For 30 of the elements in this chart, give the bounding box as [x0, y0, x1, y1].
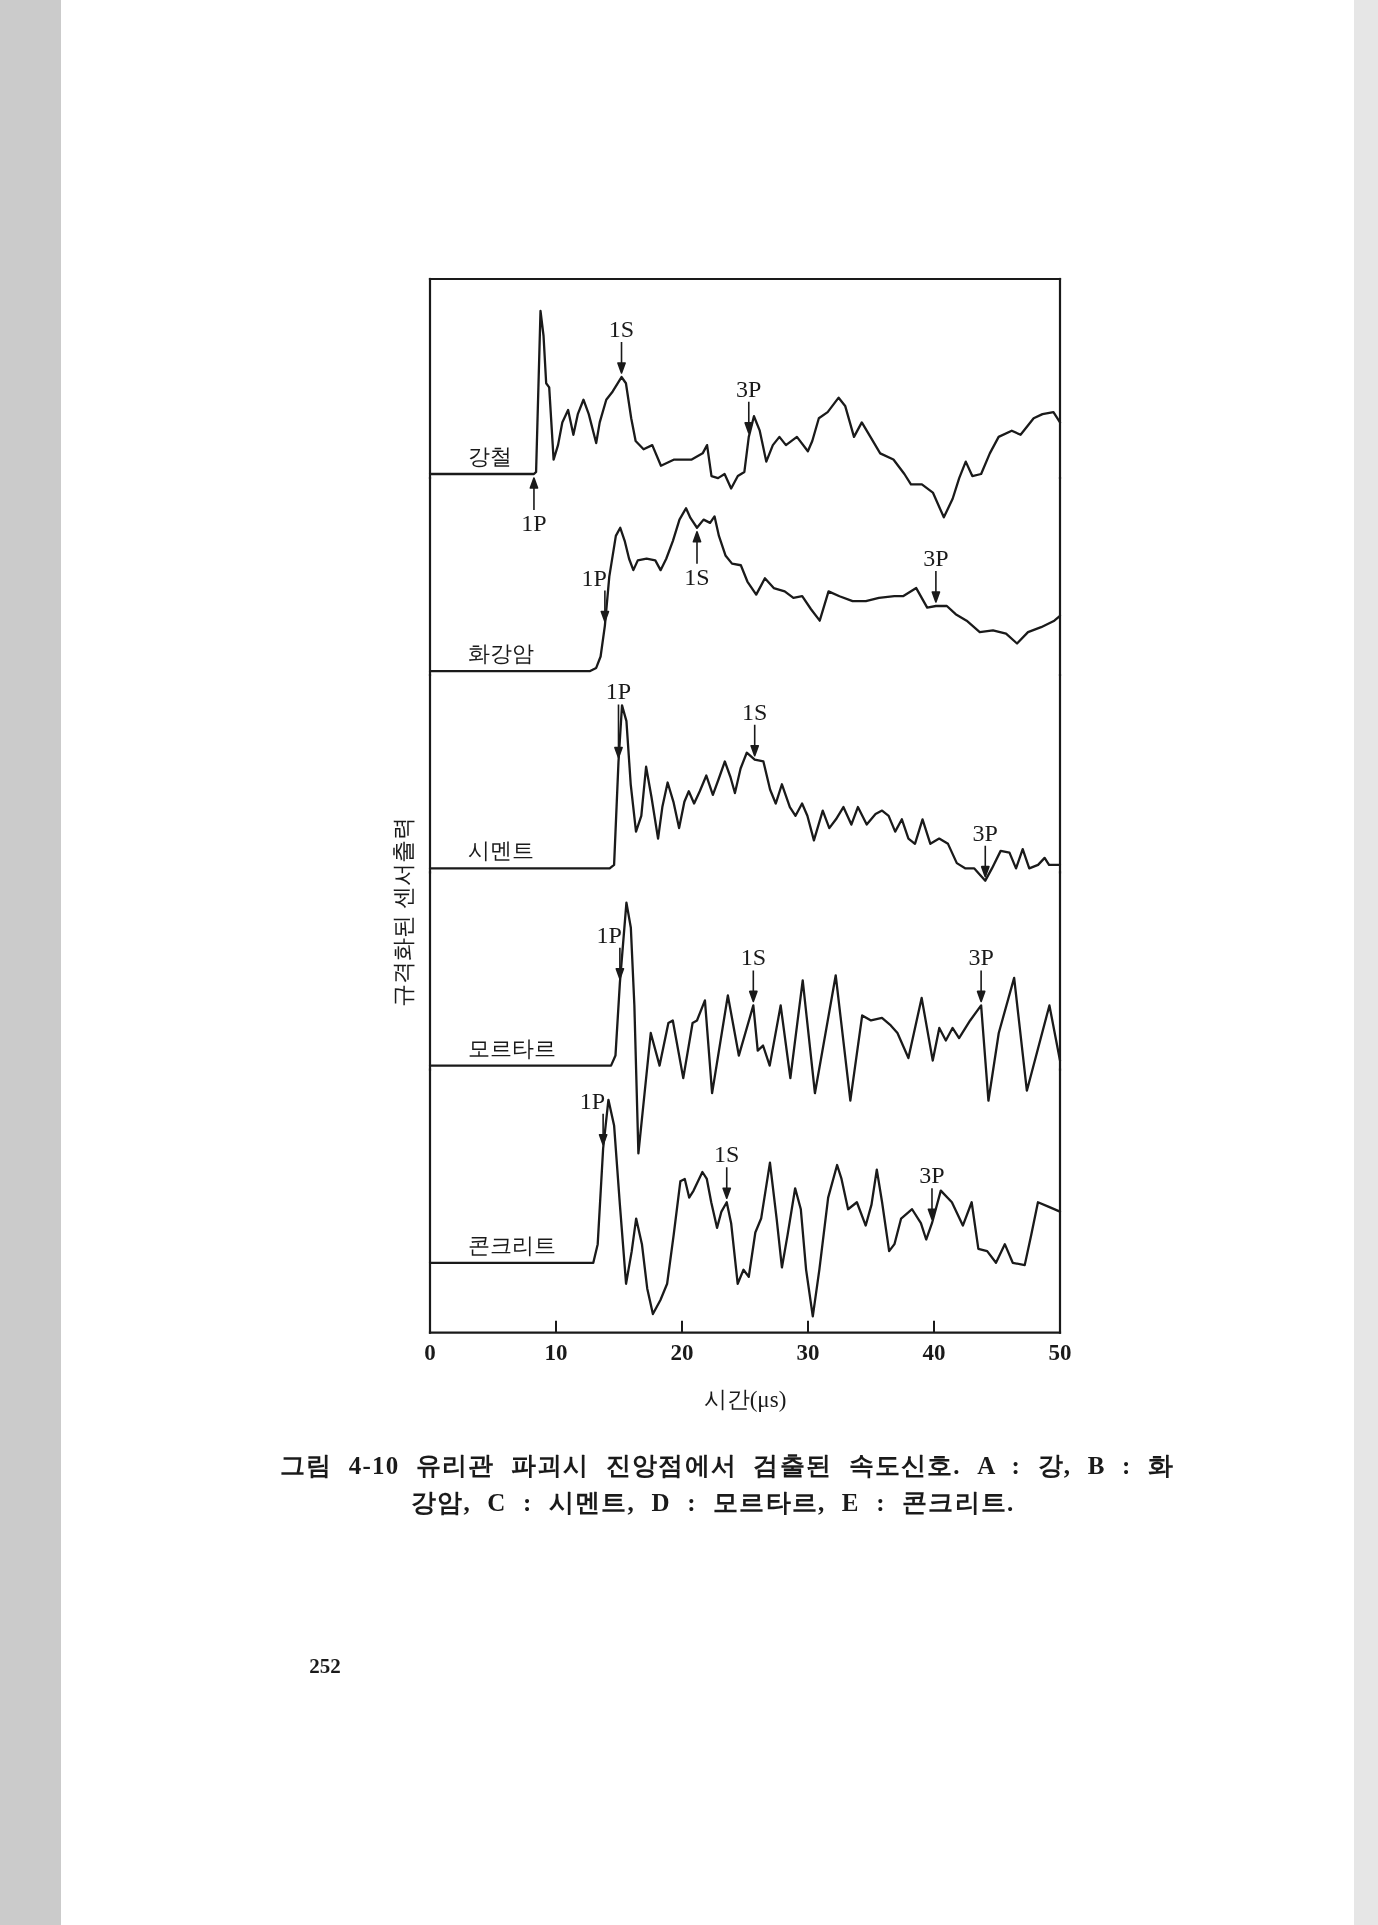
x-axis-title: 시간(μs) [703, 1386, 787, 1412]
annotation: 1P [596, 921, 622, 948]
x-tick-label: 20 [670, 1339, 694, 1365]
annotation: 3P [968, 944, 994, 971]
series-label: 화강암 [468, 641, 534, 667]
series-label: 시멘트 [468, 838, 534, 864]
x-tick-label: 40 [922, 1339, 946, 1365]
annotation: 1P [521, 510, 547, 536]
annotation: 3P [923, 545, 949, 571]
y-axis-title: 규격화된 센서출력 [391, 816, 417, 1007]
annotation: 1P [605, 678, 632, 705]
annotation: 1P [581, 564, 607, 591]
x-tick-label: 10 [544, 1339, 568, 1365]
series-label: 콘크리트 [468, 1232, 556, 1258]
annotation: 3P [972, 819, 998, 846]
annotation: 1S [714, 1141, 740, 1168]
annotation: 1S [608, 316, 635, 343]
x-tick-label: 30 [796, 1339, 820, 1365]
annotation: 1S [742, 698, 768, 725]
x-tick-label: 0 [424, 1339, 436, 1365]
annotation: 3P [736, 375, 762, 402]
caption: 그림 4-10 유리관 파괴시 진앙점에서 검출된 속도신호. A : 강, B : 화강암, C : 시멘트, D : 모르타르, E : 콘크리트. [280, 1451, 1175, 1516]
series-label: 모르타르 [468, 1035, 556, 1061]
annotation: 3P [919, 1162, 945, 1189]
annotation: 1S [684, 563, 710, 590]
text: 252 [309, 1653, 341, 1678]
annotation: 1S [740, 944, 766, 971]
x-tick-label: 50 [1048, 1339, 1072, 1365]
series-label: 강철 [468, 444, 512, 469]
annotation: 1P [579, 1087, 606, 1114]
